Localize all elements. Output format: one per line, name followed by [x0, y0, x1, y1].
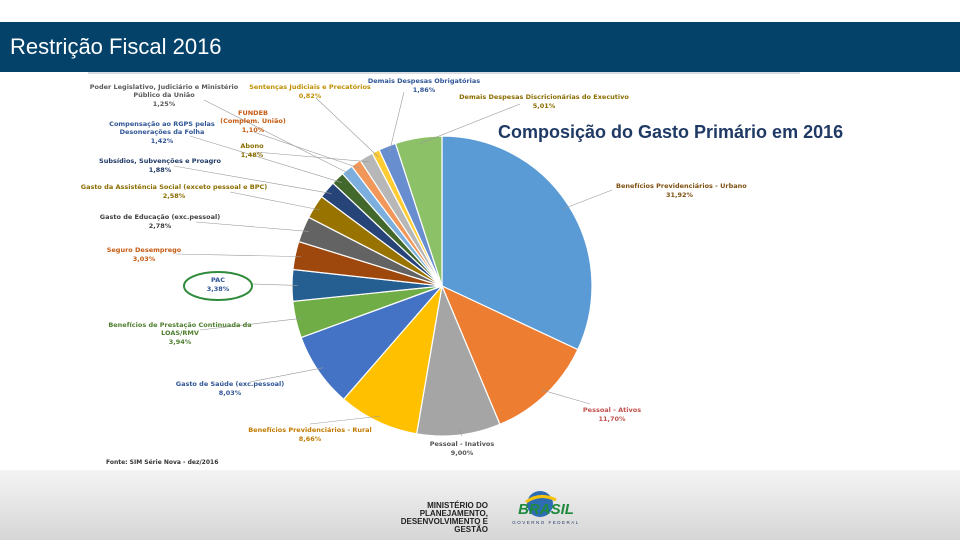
leader-line — [541, 389, 591, 405]
slice-label: Compensação ao RGPS pelas Desonerações da… — [109, 120, 215, 145]
slice-label: Abono 1,48% — [240, 142, 264, 159]
slice-value: 3,94% — [169, 338, 192, 346]
brasil-logo-word: BRASIL — [518, 501, 574, 518]
slice-label: Seguro Desemprego 3,03% — [107, 246, 182, 263]
slice-label: Poder Legislativo, Judiciário e Ministér… — [90, 83, 239, 108]
slice-value: 8,66% — [299, 435, 322, 443]
slice-value: 1,86% — [413, 86, 436, 94]
pie-slice — [342, 283, 443, 435]
leader-line — [251, 283, 299, 286]
slice-label: Gasto da Assistência Social (exceto pess… — [81, 183, 268, 200]
slice-label: Benefícios de Prestação Continuada da LOA… — [108, 321, 251, 346]
slice-label: FUNDEB (Complem. União) 1,10% — [220, 109, 286, 134]
slice-value: 1,25% — [153, 100, 176, 108]
page-title: Restrição Fiscal 2016 — [10, 34, 222, 59]
slice-value: 2,58% — [163, 192, 186, 200]
brasil-logo: BRASIL GOVERNO FEDERAL — [512, 491, 580, 525]
slice-label: Demais Despesas Discricionárias do Execu… — [459, 93, 629, 110]
pie-slice — [440, 284, 579, 426]
leader-line — [419, 103, 521, 145]
leader-line — [195, 221, 309, 232]
slice-value: 0,82% — [299, 92, 322, 100]
slice-value: 3,03% — [133, 255, 156, 263]
leader-line — [253, 131, 360, 169]
slice-label: Subsídios, Subvenções e Proagro 1,88% — [99, 157, 221, 174]
leader-line — [173, 165, 332, 194]
slice-value: 1,48% — [241, 151, 264, 159]
ministry-line-1: MINISTÉRIO DO — [427, 501, 488, 510]
pie-chart: Benefícios Previdenciários - Urbano 31,92… — [81, 77, 748, 457]
slice-value: 3,38% — [207, 285, 230, 293]
leader-line — [315, 97, 379, 158]
slice-value: 1,42% — [151, 137, 174, 145]
slice-label: Gasto de Saúde (exc.pessoal) 8,03% — [176, 380, 285, 397]
brasil-logo-subtext: GOVERNO FEDERAL — [512, 520, 580, 525]
leader-line — [563, 189, 613, 210]
leader-line — [389, 91, 405, 153]
pie-slice — [394, 135, 443, 287]
slice-value: 5,01% — [533, 102, 556, 110]
slice-value: 1,10% — [242, 126, 265, 134]
slice-label: Demais Despesas Obrigatórias 1,86% — [368, 77, 480, 94]
chart-source: Fonte: SIM Série Nova - dez/2016 — [106, 459, 219, 466]
ministry-line-2: PLANEJAMENTO, — [419, 509, 488, 518]
leader-line — [203, 99, 351, 175]
slice-value: 11,70% — [598, 415, 626, 423]
slice-value: 9,00% — [451, 449, 474, 457]
slice-label: PAC 3,38% — [207, 276, 230, 293]
slice-label: Pessoal - Ativos 11,70% — [583, 406, 641, 423]
slice-value: 2,78% — [149, 222, 172, 230]
highlight-circle — [183, 271, 253, 301]
leader-line — [458, 428, 463, 437]
footer-bar — [0, 470, 960, 540]
ministry-line-3: DESENVOLVIMENTO E GESTÃO — [400, 517, 488, 534]
slice-value: 1,88% — [149, 166, 172, 174]
slice-label: Benefícios Previdenciários - Urbano 31,92… — [616, 182, 747, 199]
slice-label: Benefícios Previdenciários - Rural 8,66% — [248, 426, 372, 443]
leader-line — [249, 367, 324, 383]
slice-label: Gasto de Educação (exc.pessoal) 2,78% — [100, 213, 220, 230]
leader-line — [175, 253, 302, 257]
header-divider — [88, 72, 800, 74]
slice-value: 31,92% — [666, 191, 694, 199]
leader-line — [189, 135, 342, 183]
chart-title: Composição do Gasto Primário em 2016 — [498, 122, 844, 142]
pie-slice — [415, 283, 501, 437]
slice-value: 8,03% — [219, 389, 242, 397]
ministry-logo-text: MINISTÉRIO DO PLANEJAMENTO, DESENVOLVIME… — [370, 502, 488, 534]
leader-line — [255, 151, 370, 163]
leader-line — [199, 318, 302, 331]
slice-label: Sentenças Judiciais e Precatórios 0,82% — [249, 83, 371, 100]
pie-slice — [441, 135, 593, 351]
leader-line — [229, 191, 320, 211]
leader-line — [309, 415, 381, 425]
slice-label: Pessoal - Inativos 9,00% — [430, 440, 495, 457]
header-bar: Restrição Fiscal 2016 — [0, 22, 960, 72]
